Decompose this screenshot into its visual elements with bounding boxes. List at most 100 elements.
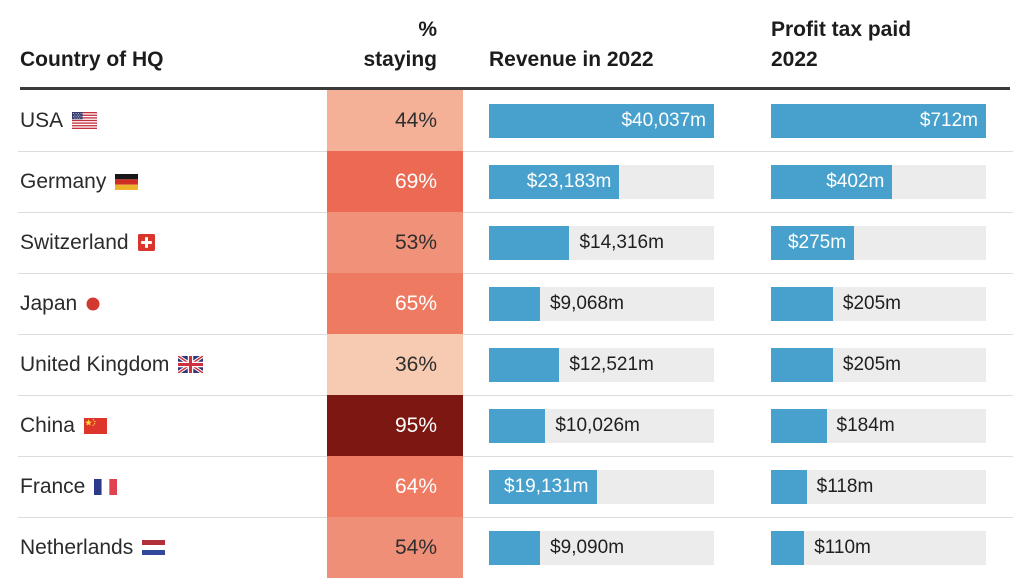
column-gap bbox=[463, 273, 489, 334]
profit-tax-bar-track: $205m bbox=[771, 286, 986, 321]
country-cell: Germany bbox=[0, 151, 327, 212]
revenue-value-label: $10,026m bbox=[555, 414, 640, 436]
header-rule bbox=[20, 87, 1010, 90]
revenue-bar-track: $19,131m bbox=[489, 469, 714, 504]
country-cell: Japan bbox=[0, 273, 327, 334]
column-gap bbox=[714, 273, 771, 334]
jp-flag-icon bbox=[86, 297, 100, 311]
staying-percentage: 53% bbox=[394, 230, 437, 254]
revenue-cell: $12,521m bbox=[489, 334, 714, 395]
column-gap bbox=[714, 334, 771, 395]
revenue-value-label: $19,131m bbox=[504, 475, 589, 497]
cn-flag-icon bbox=[83, 417, 107, 434]
staying-percentage: 95% bbox=[394, 413, 437, 437]
table-row: France 64% $19,131m $118m bbox=[0, 456, 1024, 517]
revenue-cell: $10,026m bbox=[489, 395, 714, 456]
country-name: United Kingdom bbox=[20, 352, 170, 376]
table-body: USA 44% $40,037m $712m Germany 69% bbox=[0, 90, 1024, 578]
country-name: China bbox=[20, 413, 75, 437]
uk-flag-icon bbox=[178, 356, 204, 373]
revenue-cell: $14,316m bbox=[489, 212, 714, 273]
row-right-padding bbox=[986, 212, 1024, 273]
row-right-padding bbox=[986, 273, 1024, 334]
revenue-bar bbox=[489, 225, 570, 260]
header-profit-tax-line2: 2022 bbox=[771, 48, 818, 71]
profit-tax-value-label: $402m bbox=[826, 170, 885, 192]
column-gap bbox=[714, 90, 771, 151]
profit-tax-value-label: $118m bbox=[816, 475, 874, 497]
staying-heatmap-cell: 65% bbox=[327, 273, 463, 334]
header-percent-staying-line2: staying bbox=[363, 48, 437, 71]
profit-tax-bar bbox=[771, 408, 827, 443]
profit-tax-bar-track: $712m bbox=[771, 103, 986, 138]
table-row: China 95% $10,026m $184m bbox=[0, 395, 1024, 456]
staying-heatmap-cell: 54% bbox=[327, 517, 463, 578]
revenue-bar-track: $40,037m bbox=[489, 103, 714, 138]
revenue-value-label: $9,068m bbox=[549, 292, 624, 314]
revenue-bar bbox=[489, 469, 597, 504]
profit-tax-value-label: $275m bbox=[787, 231, 847, 253]
staying-percentage: 54% bbox=[394, 535, 437, 559]
table-row: Germany 69% $23,183m $402m bbox=[0, 151, 1024, 212]
revenue-bar bbox=[489, 164, 620, 199]
staying-heatmap-cell: 53% bbox=[327, 212, 463, 273]
profit-tax-bar-track: $402m bbox=[771, 164, 986, 199]
profit-tax-bar-track: $110m bbox=[771, 530, 986, 565]
country-name: France bbox=[20, 474, 86, 498]
revenue-bar-track: $10,026m bbox=[489, 408, 714, 443]
column-gap bbox=[714, 395, 771, 456]
country-cell: China bbox=[0, 395, 327, 456]
row-right-padding bbox=[986, 151, 1024, 212]
revenue-bar bbox=[489, 408, 546, 443]
table-row: USA 44% $40,037m $712m bbox=[0, 90, 1024, 151]
row-right-padding bbox=[986, 395, 1024, 456]
revenue-bar bbox=[489, 103, 714, 138]
profit-tax-value-label: $205m bbox=[842, 353, 901, 375]
profit-tax-bar bbox=[771, 225, 855, 260]
row-right-padding bbox=[986, 90, 1024, 151]
profit-tax-cell: $184m bbox=[771, 395, 986, 456]
country-cell: Netherlands bbox=[0, 517, 327, 578]
column-gap bbox=[714, 517, 771, 578]
nl-flag-icon bbox=[142, 540, 166, 555]
header-profit-tax-line1: Profit tax paid bbox=[771, 18, 912, 41]
fr-flag-icon bbox=[94, 478, 118, 495]
revenue-value-label: $23,183m bbox=[526, 170, 612, 192]
table-row: United Kingdom 36% $12,521m $205m bbox=[0, 334, 1024, 395]
country-cell: France bbox=[0, 456, 327, 517]
column-gap bbox=[463, 456, 489, 517]
column-gap bbox=[463, 90, 489, 151]
profit-tax-bar bbox=[771, 347, 833, 382]
table-row: Switzerland 53% $14,316m $275m bbox=[0, 212, 1024, 273]
revenue-cell: $19,131m bbox=[489, 456, 714, 517]
country-cell: Switzerland bbox=[0, 212, 327, 273]
revenue-value-label: $12,521m bbox=[569, 353, 654, 375]
table-header: Country of HQ % staying Revenue in 2022 … bbox=[0, 0, 1024, 90]
ch-flag-icon bbox=[137, 234, 155, 251]
profit-tax-cell: $205m bbox=[771, 273, 986, 334]
profit-tax-cell: $712m bbox=[771, 90, 986, 151]
revenue-value-label: $40,037m bbox=[621, 109, 706, 131]
profit-tax-bar-track: $184m bbox=[771, 408, 986, 443]
header-percent-staying: % staying bbox=[327, 15, 463, 90]
staying-heatmap-cell: 69% bbox=[327, 151, 463, 212]
revenue-bar-track: $9,090m bbox=[489, 530, 714, 565]
profit-tax-bar bbox=[771, 469, 807, 504]
profit-tax-cell: $205m bbox=[771, 334, 986, 395]
revenue-bar-track: $12,521m bbox=[489, 347, 714, 382]
profit-tax-cell: $110m bbox=[771, 517, 986, 578]
profit-tax-value-label: $205m bbox=[842, 292, 901, 314]
country-name: Japan bbox=[20, 291, 78, 315]
revenue-bar bbox=[489, 347, 560, 382]
staying-percentage: 69% bbox=[394, 169, 437, 193]
staying-percentage: 36% bbox=[394, 352, 437, 376]
revenue-value-label: $9,090m bbox=[550, 536, 625, 558]
profit-tax-value-label: $110m bbox=[814, 536, 871, 558]
us-flag-icon bbox=[72, 112, 98, 129]
column-gap bbox=[463, 151, 489, 212]
profit-tax-value-label: $712m bbox=[919, 109, 978, 131]
revenue-bar bbox=[489, 530, 541, 565]
row-right-padding bbox=[986, 456, 1024, 517]
profit-tax-cell: $275m bbox=[771, 212, 986, 273]
country-name: Germany bbox=[20, 169, 107, 193]
